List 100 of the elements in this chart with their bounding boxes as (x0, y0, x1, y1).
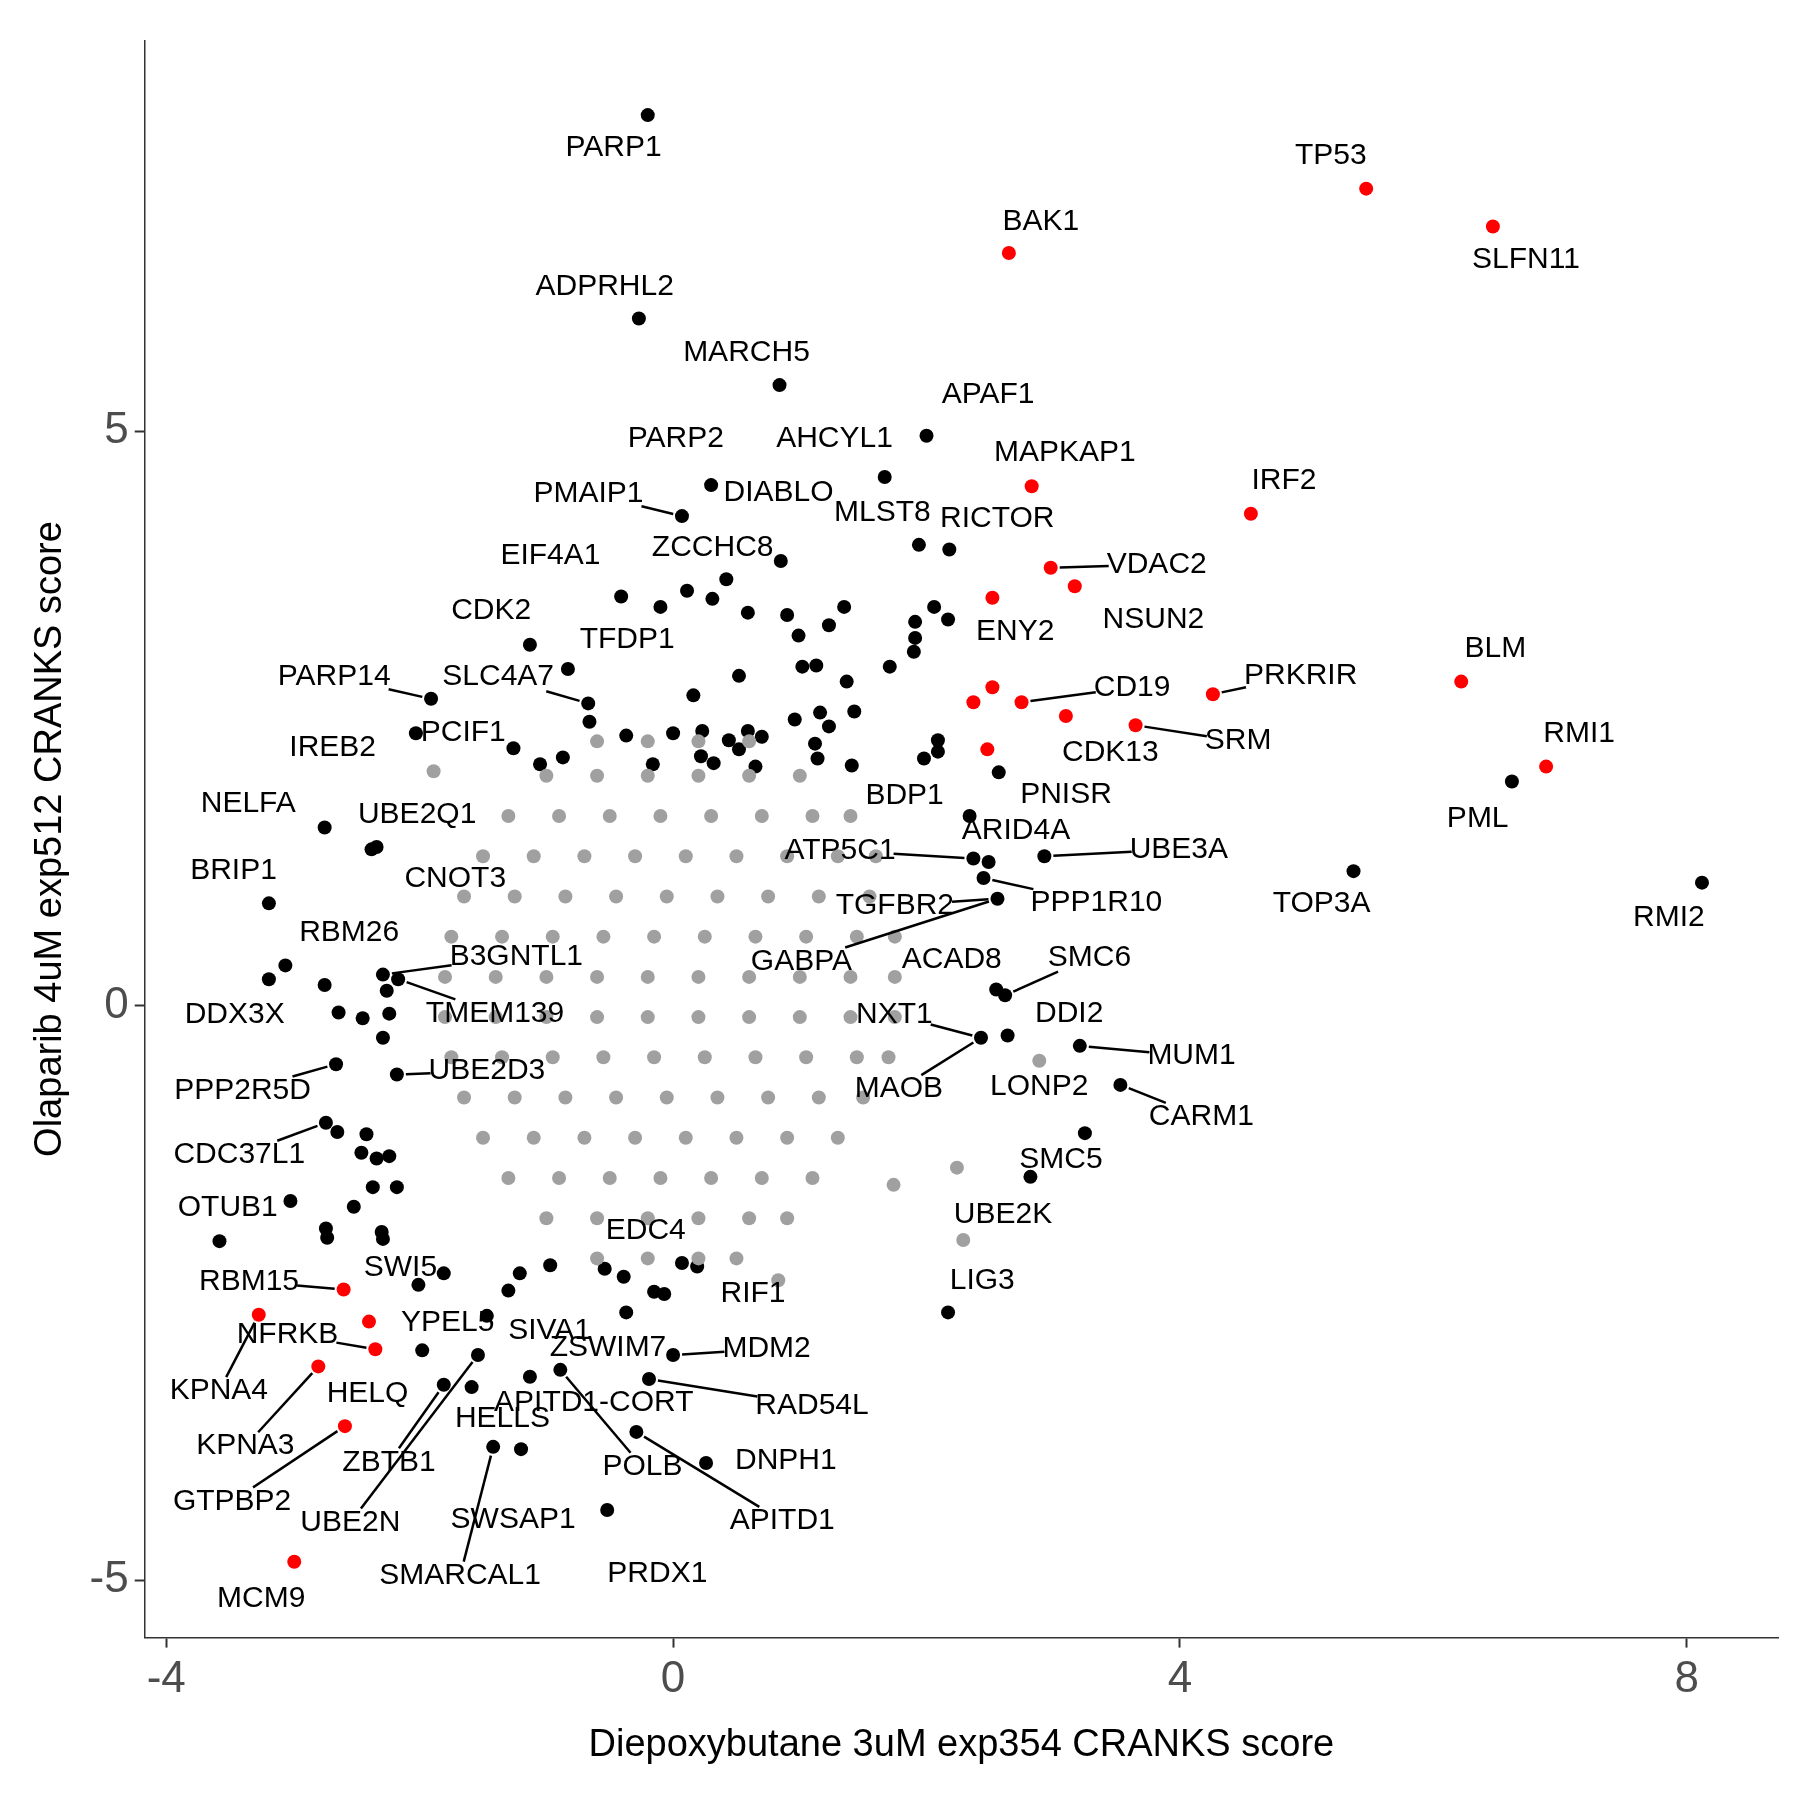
annotation: POLB (602, 1448, 683, 1482)
annotation: UBE3A (1129, 830, 1229, 864)
annotation: NSUN2 (1102, 600, 1205, 634)
annotation: SMARCAL1 (379, 1556, 541, 1590)
annotation: KPNA3 (196, 1427, 295, 1461)
x-axis-title: Diepoxybutane 3uM exp354 CRANKS score (588, 1721, 1335, 1764)
annotation: PRKRIR (1243, 657, 1358, 691)
point (336, 1282, 351, 1297)
annotation: NXT1 (856, 996, 933, 1030)
annotation: RMI1 (1543, 714, 1616, 748)
y-tick-label: -5 (89, 1552, 129, 1602)
annotation: DDI2 (1034, 995, 1104, 1029)
annotation: TGFBR2 (835, 886, 955, 920)
point (1128, 718, 1143, 733)
annotation: SWI5 (363, 1248, 438, 1282)
annotation: RIF1 (720, 1275, 786, 1309)
annotation: ACAD8 (901, 941, 1002, 975)
annotation: APITD1 (729, 1502, 835, 1536)
annotation: GABPA (750, 942, 852, 976)
point (985, 590, 1000, 605)
annotation: PARP2 (627, 419, 724, 453)
annotation: UBE2D3 (428, 1052, 546, 1086)
annotation: VDAC2 (1106, 545, 1207, 579)
point (368, 1342, 383, 1357)
annotation: EDC4 (605, 1212, 686, 1246)
annotation: PCIF1 (420, 713, 506, 747)
annotation: PML (1446, 800, 1509, 834)
annotation: MUM1 (1147, 1037, 1236, 1071)
x-tick-label: 8 (1674, 1652, 1700, 1702)
annotation: PARP1 (565, 129, 662, 163)
annotation: APAF1 (941, 375, 1035, 409)
annotation: ADPRHL2 (535, 267, 674, 301)
annotation: BRIP1 (190, 851, 277, 885)
point (337, 1419, 352, 1434)
x-tick-label: 4 (1167, 1652, 1193, 1702)
annotation: GTPBP2 (172, 1482, 292, 1516)
annotation: KPNA4 (169, 1372, 269, 1406)
annotation: OTUB1 (177, 1189, 278, 1223)
annotation: MAOB (854, 1070, 944, 1104)
point (1001, 245, 1016, 260)
annotation: UBE2Q1 (357, 796, 477, 830)
point (311, 1359, 326, 1374)
annotation: NELFA (200, 784, 296, 818)
annotation: TMEM139 (425, 994, 565, 1028)
annotation: RAD54L (755, 1386, 869, 1420)
annotation: EIF4A1 (500, 536, 601, 570)
point (966, 695, 981, 710)
annotation: UBE2N (300, 1503, 401, 1537)
annotation: PARP14 (277, 658, 391, 692)
annotation: MAPKAP1 (993, 434, 1136, 468)
x-tick-label: 0 (660, 1652, 686, 1702)
annotation: CDK2 (451, 591, 532, 625)
annotation: CDK13 (1062, 733, 1159, 767)
annotation: MARCH5 (683, 334, 810, 368)
annotation: PRDX1 (607, 1555, 708, 1589)
point (1485, 219, 1500, 234)
point (985, 680, 1000, 695)
annotation: RICTOR (939, 499, 1055, 533)
annotation: LIG3 (949, 1261, 1015, 1295)
point (1454, 674, 1469, 689)
annotation: SMC5 (1019, 1140, 1103, 1174)
annotation: SLC4A7 (442, 658, 555, 692)
annotation: ATP5C1 (784, 831, 896, 865)
annotation: B3GNTL1 (449, 937, 584, 971)
annotation: MCM9 (217, 1579, 306, 1613)
annotation: BAK1 (1002, 203, 1080, 237)
annotation: UBE2K (953, 1195, 1053, 1229)
annotation: PNISR (1020, 776, 1112, 810)
point (1205, 687, 1220, 702)
annotation: PPP2R5D (174, 1071, 311, 1105)
annotation: ENY2 (976, 613, 1055, 647)
point (980, 742, 995, 757)
y-tick-label: 0 (104, 977, 129, 1027)
annotation: ARID4A (961, 812, 1071, 846)
annotation: TFDP1 (579, 620, 675, 654)
annotation: MLST8 (834, 494, 931, 528)
point (1024, 479, 1039, 494)
point (1014, 695, 1029, 710)
annotation: LONP2 (990, 1068, 1089, 1102)
point (1058, 709, 1073, 724)
annotation: RMI2 (1633, 899, 1705, 933)
annotation: DIABLO (723, 473, 834, 507)
point (1243, 506, 1258, 521)
annotation: SMC6 (1047, 938, 1132, 972)
annotation: TOP3A (1272, 885, 1371, 919)
annotation: DDX3X (184, 995, 285, 1029)
annotation: IRF2 (1251, 462, 1317, 496)
annotation: RBM15 (199, 1262, 300, 1296)
y-axis-title: Olaparib 4uM exp512 CRANKS score (27, 521, 70, 1157)
annotation: RBM26 (299, 913, 400, 947)
y-tick-label: 5 (104, 403, 129, 453)
point (362, 1314, 376, 1329)
annotation: DNPH1 (734, 1441, 837, 1475)
annotation: MDM2 (722, 1330, 811, 1364)
annotation: BLM (1464, 629, 1527, 663)
point (1359, 181, 1374, 196)
annotation: HELQ (326, 1374, 409, 1408)
annotation: PMAIP1 (533, 474, 644, 508)
point (1067, 579, 1082, 594)
annotation: BDP1 (865, 776, 944, 810)
